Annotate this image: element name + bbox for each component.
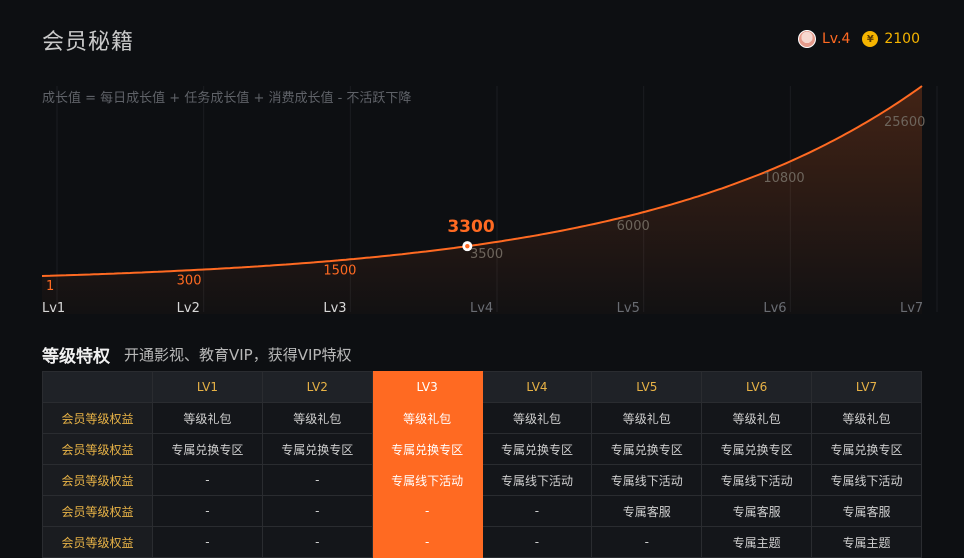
current-value-marker-dot	[465, 244, 469, 248]
table-header-cell[interactable]: LV3	[372, 372, 482, 403]
growth-formula: 成长值 = 每日成长值 + 任务成长值 + 消费成长值 - 不活跃下降	[42, 87, 411, 106]
privileges-title: 等级特权	[42, 342, 110, 367]
table-cell: 专属客服	[812, 496, 922, 527]
table-row: 会员等级权益 - - - - - 专属主题 专属主题	[43, 527, 922, 558]
table-cell: 等级礼包	[482, 403, 592, 434]
row-label: 会员等级权益	[43, 403, 153, 434]
table-cell: -	[482, 496, 592, 527]
table-cell: 专属兑换专区	[262, 434, 372, 465]
threshold-label: 6000	[617, 219, 650, 234]
growth-chart: 1 Lv1 300 Lv2 1500 Lv3 3500 Lv4 6000 Lv5 10800 Lv6 2…	[0, 0, 964, 330]
table-cell: -	[262, 465, 372, 496]
table-cell: 专属兑换专区	[153, 434, 263, 465]
row-label: 会员等级权益	[43, 496, 153, 527]
table-cell: 专属线下活动	[592, 465, 702, 496]
table-cell: -	[482, 527, 592, 558]
table-header-cell[interactable]: LV1	[153, 372, 263, 403]
table-cell: 等级礼包	[812, 403, 922, 434]
current-value-label: 3300	[447, 217, 494, 237]
table-cell: 专属线下活动	[482, 465, 592, 496]
table-cell: 专属兑换专区	[482, 434, 592, 465]
level-axis-label: Lv2	[177, 301, 200, 316]
table-header-cell[interactable]: LV4	[482, 372, 592, 403]
table-row: 会员等级权益 - - - - 专属客服 专属客服 专属客服	[43, 496, 922, 527]
table-cell: 等级礼包	[372, 403, 482, 434]
table-cell: 专属兑换专区	[812, 434, 922, 465]
table-header-row: LV1 LV2 LV3 LV4 LV5 LV6 LV7	[43, 372, 922, 403]
threshold-label: 3500	[470, 247, 503, 262]
table-cell: 等级礼包	[262, 403, 372, 434]
table-cell: -	[153, 496, 263, 527]
table-cell: 专属主题	[702, 527, 812, 558]
table-cell: 专属线下活动	[372, 465, 482, 496]
table-cell: -	[153, 527, 263, 558]
threshold-label: 10800	[763, 171, 804, 186]
table-cell: -	[262, 527, 372, 558]
privilege-table: LV1 LV2 LV3 LV4 LV5 LV6 LV7 会员等级权益 等级礼包 等级…	[42, 371, 922, 558]
table-header-cell[interactable]: LV6	[702, 372, 812, 403]
table-cell: 专属兑换专区	[592, 434, 702, 465]
threshold-label: 25600	[884, 115, 925, 130]
table-header-cell[interactable]: LV2	[262, 372, 372, 403]
table-cell: 专属客服	[592, 496, 702, 527]
level-axis-label: Lv1	[42, 301, 65, 316]
table-cell: -	[262, 496, 372, 527]
table-cell: 专属主题	[812, 527, 922, 558]
table-cell: -	[153, 465, 263, 496]
table-cell: 等级礼包	[592, 403, 702, 434]
row-label: 会员等级权益	[43, 465, 153, 496]
row-label: 会员等级权益	[43, 527, 153, 558]
table-header-cell[interactable]: LV7	[812, 372, 922, 403]
threshold-label: 1500	[323, 264, 356, 279]
level-axis-label: Lv3	[323, 301, 346, 316]
table-header-cell	[43, 372, 153, 403]
table-cell: 专属兑换专区	[702, 434, 812, 465]
table-row: 会员等级权益 等级礼包 等级礼包 等级礼包 等级礼包 等级礼包 等级礼包 等级礼包	[43, 403, 922, 434]
level-axis-label: Lv6	[763, 301, 786, 316]
table-cell: 等级礼包	[153, 403, 263, 434]
table-cell: 专属线下活动	[812, 465, 922, 496]
level-axis-label: Lv5	[617, 301, 640, 316]
table-row: 会员等级权益 专属兑换专区 专属兑换专区 专属兑换专区 专属兑换专区 专属兑换专区 专属兑换…	[43, 434, 922, 465]
table-cell: -	[592, 527, 702, 558]
table-cell: 专属兑换专区	[372, 434, 482, 465]
table-row: 会员等级权益 - - 专属线下活动 专属线下活动 专属线下活动 专属线下活动 专属线下活动	[43, 465, 922, 496]
row-label: 会员等级权益	[43, 434, 153, 465]
table-cell: -	[372, 496, 482, 527]
threshold-label: 300	[177, 273, 202, 288]
level-axis-label: Lv4	[470, 301, 493, 316]
table-cell: 等级礼包	[702, 403, 812, 434]
table-cell: 专属客服	[702, 496, 812, 527]
table-cell: 专属线下活动	[702, 465, 812, 496]
table-cell: -	[372, 527, 482, 558]
level-axis-label: Lv7	[900, 301, 923, 316]
table-header-cell[interactable]: LV5	[592, 372, 702, 403]
threshold-label: 1	[46, 279, 54, 294]
privileges-subtitle: 开通影视、教育VIP，获得VIP特权	[124, 344, 351, 365]
